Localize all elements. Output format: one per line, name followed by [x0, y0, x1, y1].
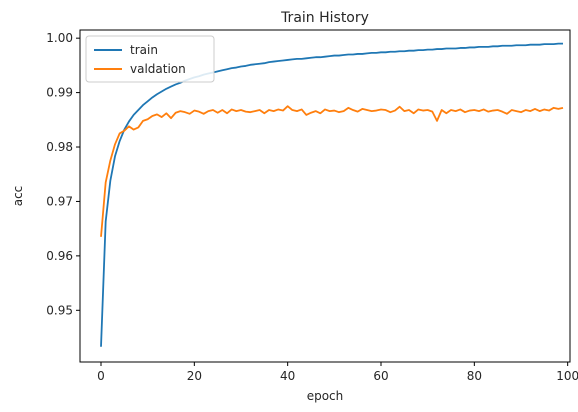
x-axis-ticks: 0 20 40 60 80 100: [97, 362, 578, 383]
y-tick-label: 0.95: [46, 303, 73, 317]
x-tick-label: 80: [467, 369, 482, 383]
plot-frame: [79, 29, 571, 363]
chart-title: Train History: [280, 10, 369, 26]
x-tick-label: 100: [556, 369, 578, 383]
legend: train valdation: [85, 35, 215, 83]
y-axis-label: acc: [11, 186, 25, 207]
y-tick-label: 0.98: [46, 140, 73, 154]
y-tick-label: 0.96: [46, 249, 73, 263]
legend-box: [85, 35, 215, 83]
y-axis-ticks: 0.95 0.96 0.97 0.98 0.99 1.00: [46, 31, 80, 317]
series-line-valdation: [100, 105, 564, 237]
legend-label-valdation: valdation: [130, 62, 186, 76]
legend-label-train: train: [130, 43, 158, 57]
x-tick-label: 20: [187, 369, 202, 383]
x-tick-label: 40: [280, 369, 295, 383]
y-tick-label: 0.99: [46, 86, 73, 100]
series-line-train: [100, 42, 563, 347]
plot-layer: [100, 42, 564, 347]
x-axis-label: epoch: [307, 389, 344, 403]
x-tick-label: 60: [373, 369, 388, 383]
y-tick-label: 1.00: [46, 31, 73, 45]
y-tick-label: 0.97: [46, 194, 73, 208]
x-tick-label: 0: [97, 369, 105, 383]
